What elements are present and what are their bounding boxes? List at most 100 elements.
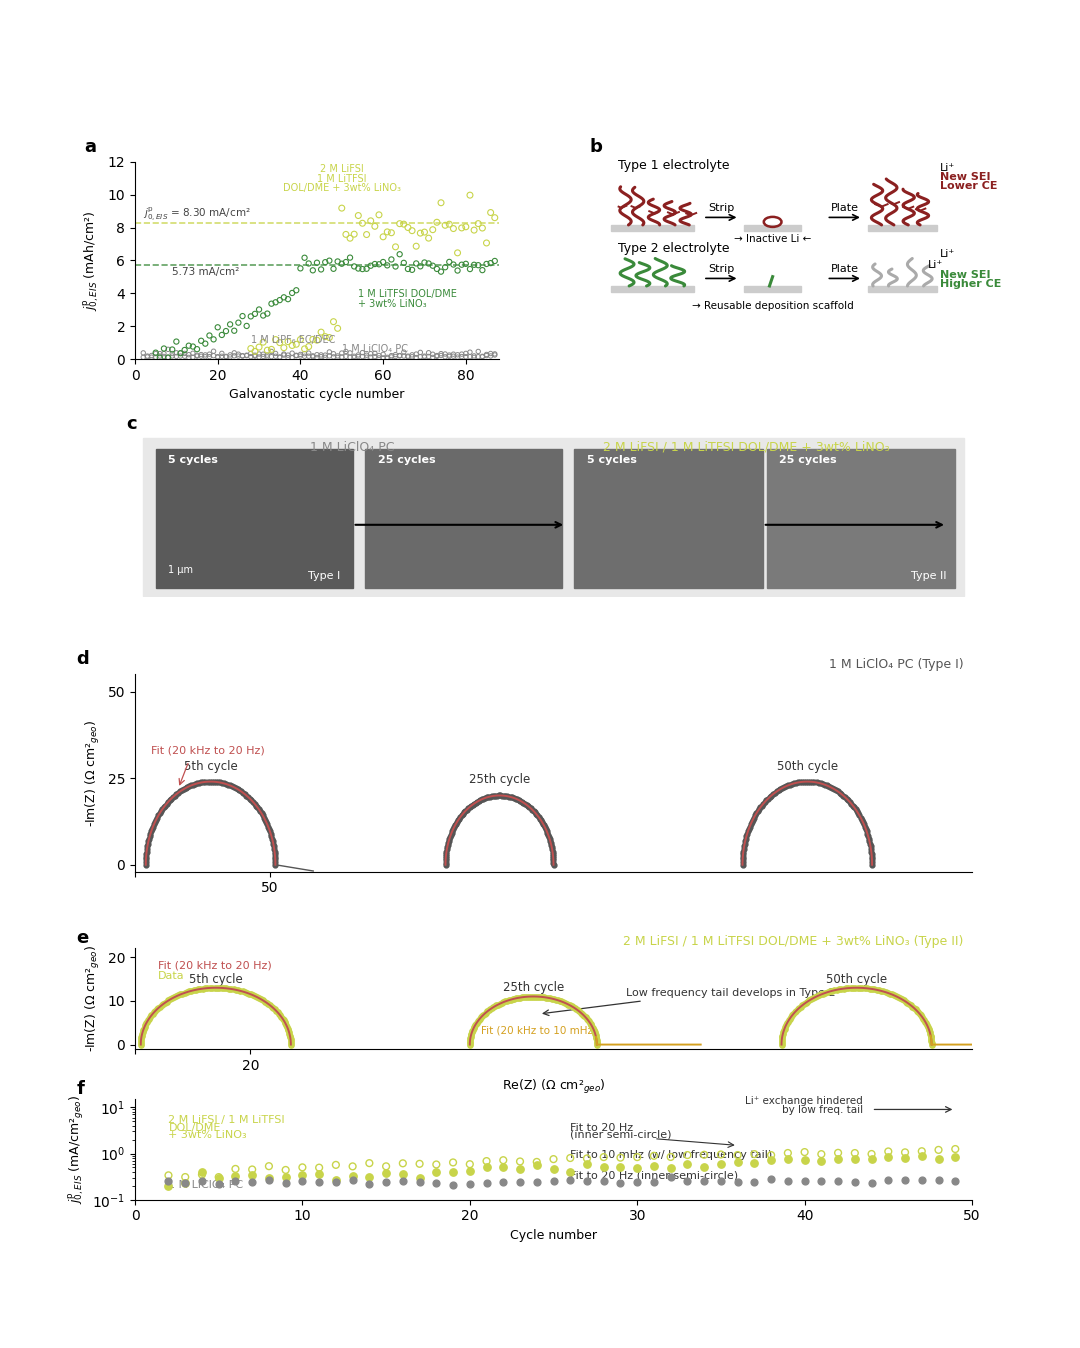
Point bbox=[280, 344, 297, 365]
Text: 1 μm: 1 μm bbox=[168, 565, 193, 576]
Point bbox=[205, 329, 222, 350]
Point bbox=[880, 1140, 897, 1162]
Point bbox=[143, 346, 160, 368]
Point bbox=[445, 1161, 462, 1182]
Point bbox=[486, 344, 503, 365]
Point bbox=[280, 288, 297, 310]
Point bbox=[177, 1171, 194, 1193]
Point bbox=[321, 341, 338, 363]
Point bbox=[160, 1175, 177, 1197]
Point bbox=[407, 344, 424, 365]
Point bbox=[246, 345, 264, 367]
Point bbox=[312, 321, 329, 342]
Point bbox=[156, 338, 173, 360]
Point bbox=[387, 345, 404, 367]
Point bbox=[461, 1161, 478, 1182]
Point bbox=[185, 336, 202, 357]
Point bbox=[378, 1171, 395, 1193]
Point bbox=[300, 336, 318, 357]
Point bbox=[296, 345, 313, 367]
Point bbox=[292, 329, 309, 350]
Point bbox=[197, 333, 214, 355]
Point bbox=[362, 342, 379, 364]
Point bbox=[284, 342, 301, 364]
Point bbox=[477, 253, 495, 275]
Point bbox=[436, 344, 454, 365]
Point bbox=[366, 346, 383, 368]
Text: Li⁺ exchange hindered: Li⁺ exchange hindered bbox=[745, 1096, 863, 1105]
Point bbox=[696, 1144, 713, 1166]
Point bbox=[482, 345, 499, 367]
Point bbox=[428, 1161, 445, 1182]
Point bbox=[294, 1170, 311, 1192]
Point bbox=[160, 346, 177, 368]
Text: Type II: Type II bbox=[912, 572, 947, 581]
Bar bbox=[744, 286, 801, 293]
Point bbox=[370, 204, 388, 225]
Point bbox=[562, 1169, 579, 1190]
Point bbox=[234, 345, 252, 367]
Text: → Inactive Li ←: → Inactive Li ← bbox=[734, 233, 811, 244]
Text: 5 cycles: 5 cycles bbox=[168, 456, 218, 465]
Point bbox=[337, 341, 354, 363]
Point bbox=[185, 342, 202, 364]
Point bbox=[230, 344, 247, 365]
Point bbox=[762, 1144, 780, 1166]
Point bbox=[457, 216, 474, 237]
Point bbox=[453, 217, 470, 239]
Point bbox=[429, 345, 446, 367]
Text: Low frequency tail develops in Type 2: Low frequency tail develops in Type 2 bbox=[625, 988, 835, 999]
Point bbox=[662, 1166, 679, 1188]
Point bbox=[193, 1161, 211, 1182]
Text: New SEI: New SEI bbox=[941, 270, 990, 279]
Point bbox=[420, 345, 437, 367]
Text: → Reusable deposition scaffold: → Reusable deposition scaffold bbox=[692, 301, 853, 311]
Point bbox=[378, 1155, 395, 1177]
Point bbox=[370, 348, 388, 369]
Point bbox=[327, 1154, 345, 1175]
Point bbox=[185, 346, 202, 368]
Point bbox=[305, 345, 322, 367]
Point bbox=[180, 334, 198, 356]
Point bbox=[453, 253, 470, 275]
Point bbox=[201, 344, 218, 365]
Point bbox=[420, 342, 437, 364]
Point bbox=[271, 346, 288, 368]
Point bbox=[762, 1169, 780, 1190]
Point bbox=[420, 228, 437, 249]
Text: d: d bbox=[77, 650, 90, 669]
Text: Data: Data bbox=[158, 971, 185, 981]
Bar bbox=[867, 225, 937, 232]
Point bbox=[441, 344, 458, 365]
Point bbox=[217, 346, 234, 368]
Point bbox=[436, 346, 454, 368]
Text: Strip: Strip bbox=[707, 264, 734, 274]
Text: $j^{\rm p}_{0,EIS}$ = 8.30 mA/cm²: $j^{\rm p}_{0,EIS}$ = 8.30 mA/cm² bbox=[144, 205, 251, 222]
Point bbox=[465, 253, 483, 275]
Point bbox=[465, 345, 483, 367]
Point bbox=[441, 213, 458, 235]
Point bbox=[246, 345, 264, 367]
Point bbox=[646, 1155, 663, 1177]
Text: Plate: Plate bbox=[831, 204, 859, 213]
Point bbox=[896, 1169, 914, 1190]
Point bbox=[147, 346, 164, 368]
Point bbox=[449, 344, 467, 365]
Point bbox=[394, 1153, 411, 1174]
Point bbox=[362, 255, 379, 276]
Point bbox=[914, 1170, 931, 1192]
Text: 5th cycle: 5th cycle bbox=[184, 759, 238, 772]
Point bbox=[143, 345, 160, 367]
Point bbox=[407, 252, 424, 274]
Bar bbox=[767, 449, 956, 588]
Text: a: a bbox=[84, 137, 96, 156]
Point bbox=[167, 330, 185, 352]
Point bbox=[210, 1173, 228, 1194]
Point bbox=[172, 342, 189, 364]
Point bbox=[221, 314, 239, 336]
Text: Fit to 20 Hz: Fit to 20 Hz bbox=[570, 1123, 633, 1134]
Point bbox=[411, 1153, 429, 1174]
Point bbox=[395, 341, 413, 363]
Point bbox=[357, 346, 375, 368]
Point bbox=[914, 1140, 931, 1162]
